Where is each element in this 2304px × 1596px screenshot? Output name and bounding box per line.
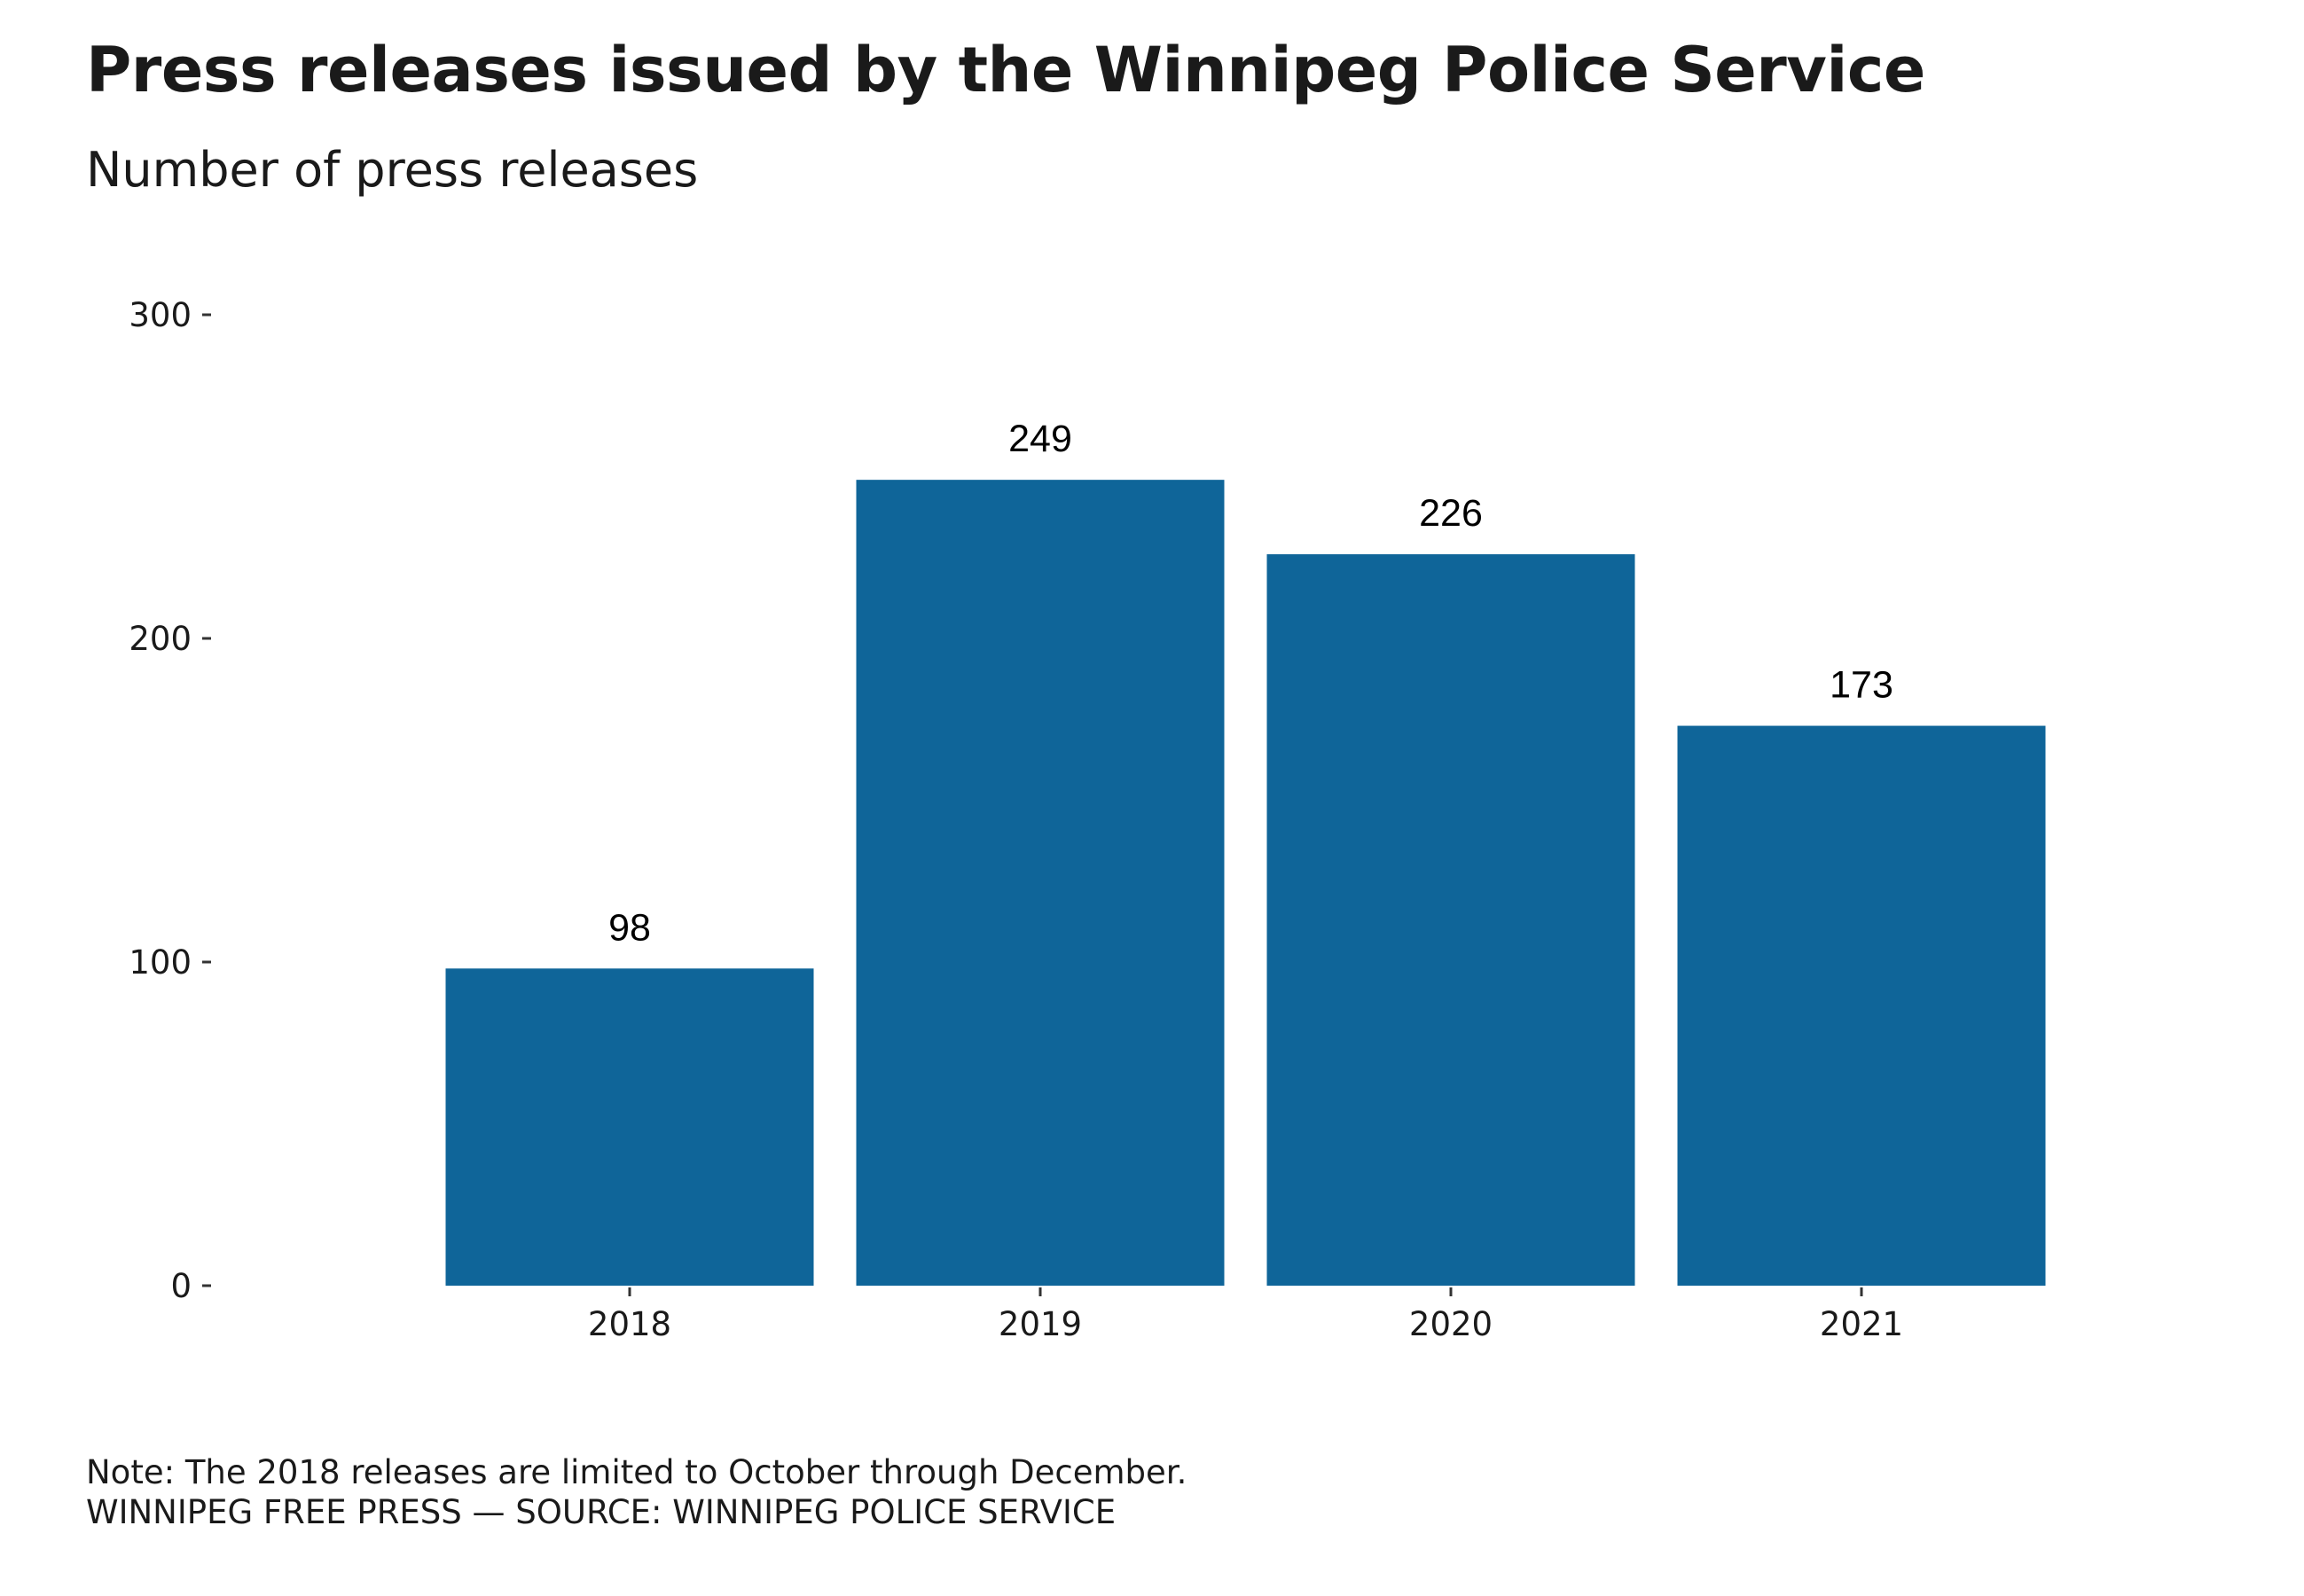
y-tick-label: 300 [129,296,192,334]
x-tick-label: 2019 [999,1305,1082,1343]
chart-footer: Note: The 2018 releases are limited to O… [86,1452,1187,1532]
data-label-2018: 98 [608,906,651,949]
bars [445,480,2046,1286]
bar-2020 [1266,554,1635,1286]
data-label-2021: 173 [1830,664,1893,707]
data-labels: 98 249 226 173 [608,418,1893,949]
bar-2019 [856,480,1225,1286]
y-tick-label: 100 [129,943,192,982]
x-tick-label: 2018 [588,1305,671,1343]
data-label-2020: 226 [1419,492,1483,535]
y-tick-label: 200 [129,620,192,658]
y-tick-label: 0 [170,1267,192,1305]
chart-title: Press releases issued by the Winnipeg Po… [86,34,1925,106]
chart-note: Note: The 2018 releases are limited to O… [86,1453,1187,1491]
x-axis: 2018 2019 2020 2021 [588,1287,1903,1343]
bar-2021 [1677,725,2046,1286]
bar-2018 [445,968,814,1286]
y-axis: 0 100 200 300 [129,296,211,1305]
x-tick-label: 2020 [1409,1305,1493,1343]
chart-subtitle: Number of press releases [86,142,699,198]
data-label-2019: 249 [1008,418,1072,460]
x-tick-label: 2021 [1820,1305,1903,1343]
chart-source: WINNIPEG FREE PRESS — SOURCE: WINNIPEG P… [86,1493,1117,1531]
